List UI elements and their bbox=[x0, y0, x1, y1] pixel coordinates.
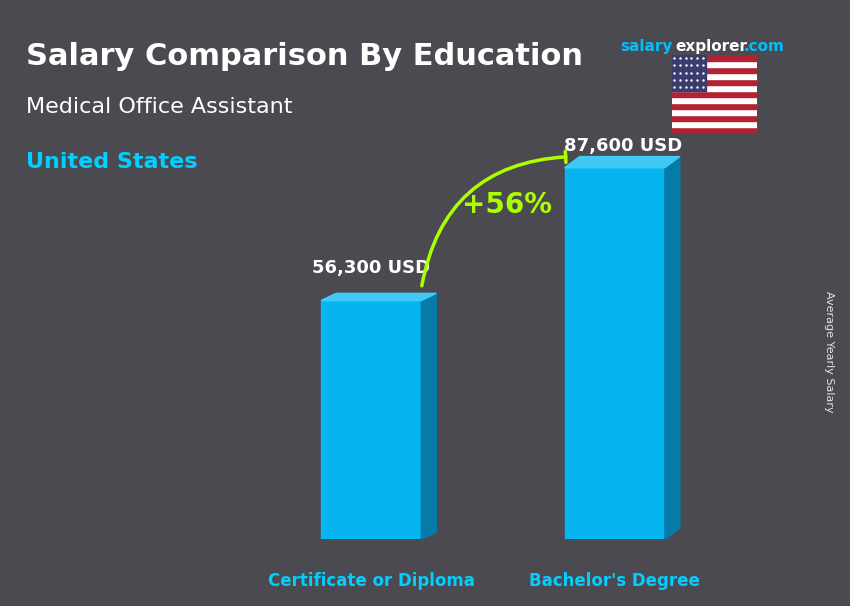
Bar bbox=[321, 301, 422, 539]
Bar bbox=[672, 127, 756, 133]
Text: .com: .com bbox=[744, 39, 785, 55]
Polygon shape bbox=[665, 156, 680, 539]
Text: salary: salary bbox=[620, 39, 673, 55]
Bar bbox=[672, 55, 705, 91]
Bar bbox=[672, 103, 756, 109]
Text: Bachelor's Degree: Bachelor's Degree bbox=[530, 572, 700, 590]
Text: Medical Office Assistant: Medical Office Assistant bbox=[26, 97, 292, 117]
Bar bbox=[672, 109, 756, 115]
Bar bbox=[672, 55, 756, 61]
Bar bbox=[672, 79, 756, 85]
Bar bbox=[672, 61, 756, 67]
Text: Certificate or Diploma: Certificate or Diploma bbox=[268, 572, 474, 590]
Bar bbox=[672, 73, 756, 79]
Bar bbox=[672, 91, 756, 97]
Polygon shape bbox=[422, 293, 436, 539]
Bar bbox=[672, 67, 756, 73]
Bar bbox=[672, 85, 756, 91]
Bar bbox=[564, 168, 665, 539]
Bar bbox=[672, 115, 756, 121]
Polygon shape bbox=[564, 156, 680, 168]
Bar bbox=[672, 121, 756, 127]
Text: 87,600 USD: 87,600 USD bbox=[564, 137, 683, 155]
Bar bbox=[672, 97, 756, 103]
Text: 56,300 USD: 56,300 USD bbox=[312, 259, 430, 276]
Text: Average Yearly Salary: Average Yearly Salary bbox=[824, 291, 835, 412]
Text: Salary Comparison By Education: Salary Comparison By Education bbox=[26, 42, 582, 72]
Text: United States: United States bbox=[26, 152, 197, 171]
Text: +56%: +56% bbox=[462, 191, 552, 219]
Text: explorer: explorer bbox=[676, 39, 748, 55]
Polygon shape bbox=[321, 293, 436, 301]
